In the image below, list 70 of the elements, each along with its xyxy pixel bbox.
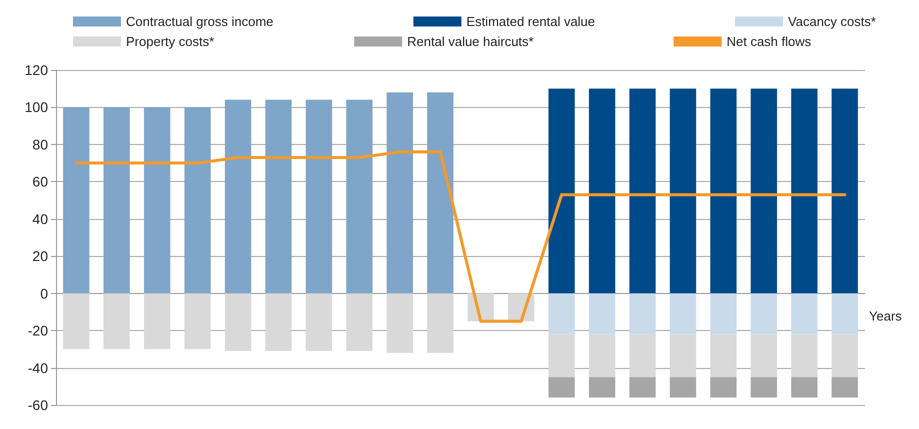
bar: [791, 293, 818, 334]
bar: [710, 334, 737, 378]
bar: [306, 100, 332, 294]
legend-label: Estimated rental value: [466, 14, 596, 29]
legend-label: Contractual gross income: [126, 14, 274, 29]
bar: [427, 92, 454, 294]
legend-label: Vacancy costs*: [788, 14, 876, 29]
bar: [791, 377, 818, 398]
y-tick-label: 80: [32, 136, 48, 152]
bar: [791, 88, 818, 294]
y-tick-label: 0: [40, 285, 48, 302]
bar: [629, 293, 656, 334]
bar: [63, 293, 90, 350]
y-tick-label: 120: [24, 62, 48, 78]
bar: [670, 88, 696, 294]
bar: [750, 293, 778, 334]
bar: [832, 293, 858, 334]
bar: [588, 334, 616, 378]
y-tick-label: -60: [28, 397, 48, 413]
bar: [750, 88, 778, 294]
bar: [588, 88, 616, 294]
bar: [548, 377, 575, 398]
bar: [548, 334, 575, 378]
bar: [265, 293, 292, 352]
y-tick-label: -20: [28, 322, 48, 339]
bar: [224, 100, 252, 294]
bar: [670, 377, 696, 398]
legend-label: Rental value haircuts*: [407, 34, 534, 49]
bar: [386, 92, 413, 294]
bar: [144, 293, 170, 350]
bar: [346, 293, 373, 352]
legend-label: Net cash flows: [726, 34, 812, 49]
legend-label: Property costs*: [126, 34, 214, 49]
bar: [710, 293, 737, 334]
bar: [832, 334, 858, 378]
bar: [548, 293, 575, 334]
bar: [710, 88, 737, 294]
y-tick-label: 100: [24, 99, 48, 116]
bar: [144, 107, 170, 294]
bar: [224, 293, 252, 352]
bar: [629, 88, 656, 294]
bar: [386, 293, 413, 353]
y-tick-label: 60: [32, 174, 48, 190]
bar: [427, 293, 454, 353]
bar: [670, 334, 696, 378]
bar: [588, 377, 616, 398]
bar: [184, 107, 211, 294]
bar: [670, 293, 696, 334]
bar: [104, 293, 130, 350]
bar: [629, 334, 656, 378]
bar: [548, 88, 575, 294]
bar: [184, 293, 211, 350]
bar: [791, 334, 818, 378]
bar: [306, 293, 332, 352]
bar: [63, 107, 90, 294]
bar: [832, 88, 858, 294]
bar: [265, 100, 292, 294]
bar: [629, 377, 656, 398]
line-series: [74, 150, 846, 323]
bar: [832, 377, 858, 398]
y-tick-label: 20: [32, 248, 48, 264]
bar: [346, 100, 373, 294]
bar: [750, 377, 778, 398]
bar: [750, 334, 778, 378]
bar: [710, 377, 737, 398]
bar: [588, 293, 616, 334]
bar: [104, 107, 130, 294]
y-tick-label: -40: [28, 360, 48, 376]
x-axis-title: Years: [869, 308, 902, 324]
y-tick-label: 40: [32, 210, 48, 227]
